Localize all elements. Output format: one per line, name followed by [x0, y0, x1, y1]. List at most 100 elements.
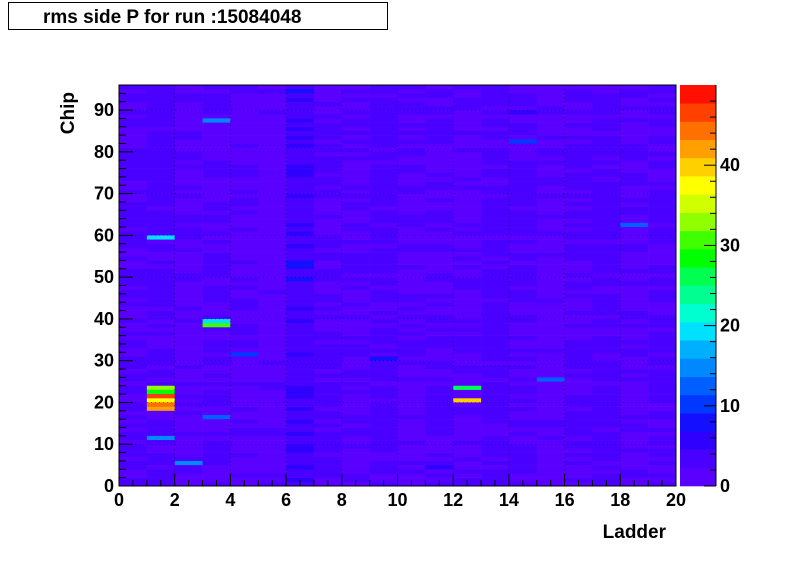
heatmap-cell [508, 256, 538, 261]
heatmap-cell [481, 323, 510, 328]
heatmap-cell [341, 93, 370, 98]
heatmap-cell [174, 419, 203, 424]
heatmap-cell [425, 247, 454, 253]
heatmap-cell [258, 147, 287, 153]
heatmap-cell [536, 414, 565, 420]
heatmap-cell [481, 122, 510, 128]
heatmap-cell [425, 310, 454, 316]
heatmap-cell [620, 201, 649, 207]
heatmap-cell [453, 281, 482, 286]
heatmap-cell [341, 130, 370, 136]
heatmap-cell [564, 156, 593, 161]
heatmap-cell [146, 243, 175, 249]
heatmap-cell [286, 427, 315, 432]
heatmap-cell [453, 431, 482, 437]
heatmap-cell [146, 423, 175, 428]
heatmap-cell [119, 139, 148, 144]
heatmap-cell [286, 210, 315, 215]
heatmap-cell [564, 247, 593, 253]
palette-swatch [680, 249, 716, 268]
heatmap-cell [453, 264, 482, 270]
heatmap-cell [592, 477, 621, 483]
heatmap-cell [648, 256, 677, 261]
heatmap-cell [564, 122, 593, 128]
heatmap-cell [286, 352, 315, 357]
heatmap-cell [119, 247, 148, 253]
heatmap-cell [202, 164, 231, 169]
heatmap-cell [119, 114, 148, 119]
heatmap-cell [230, 385, 259, 391]
heatmap-cell [313, 335, 343, 341]
heatmap-cell [341, 227, 370, 232]
heatmap-cell [536, 293, 565, 299]
heatmap-cell [508, 389, 538, 395]
heatmap-cell [536, 218, 565, 224]
heatmap-cell [341, 289, 370, 295]
heatmap-cell [286, 105, 315, 111]
heatmap-cell [341, 389, 370, 395]
heatmap-cell [258, 431, 287, 437]
heatmap-cell [592, 231, 621, 236]
heatmap-cell [564, 135, 593, 140]
heatmap-cell [620, 176, 649, 182]
heatmap-cell [369, 260, 398, 265]
heatmap-cell [230, 260, 259, 265]
heatmap-cell [592, 218, 621, 224]
heatmap-cell [202, 235, 231, 240]
heatmap-cell [146, 293, 175, 299]
heatmap-cell [453, 377, 482, 382]
heatmap-cell [425, 235, 454, 240]
heatmap-cell [174, 394, 203, 399]
heatmap-cell [230, 369, 259, 374]
heatmap-cell [536, 118, 565, 123]
heatmap-cell [592, 285, 621, 290]
heatmap-cell [258, 264, 287, 270]
z-tick-label: 40 [720, 155, 740, 175]
heatmap-cell [230, 268, 259, 274]
heatmap-cell [174, 285, 203, 290]
heatmap-cell [202, 110, 231, 115]
heatmap-cell [341, 381, 370, 387]
heatmap-cell [202, 410, 231, 416]
heatmap-cell [620, 469, 649, 474]
heatmap-cell [648, 247, 677, 253]
heatmap-cell [313, 385, 343, 391]
heatmap-cell [313, 227, 343, 232]
heatmap-cell [648, 385, 677, 391]
heatmap-cell [620, 268, 649, 274]
heatmap-cell [453, 101, 482, 107]
heatmap-cell [592, 252, 621, 257]
heatmap-cell [508, 402, 538, 407]
heatmap-cell [481, 406, 510, 412]
heatmap-cell [481, 414, 510, 420]
heatmap-cell [508, 147, 538, 153]
heatmap-cell [453, 243, 482, 249]
heatmap-cell [341, 356, 370, 361]
heatmap-cell [119, 373, 148, 378]
heatmap-cell [620, 168, 649, 174]
heatmap-cell [146, 185, 175, 190]
heatmap-cell [313, 130, 343, 136]
heatmap-cell [369, 477, 398, 483]
heatmap-cell [174, 206, 203, 211]
heatmap-cell [481, 214, 510, 219]
heatmap-cell [230, 318, 259, 324]
heatmap-cell [648, 122, 677, 128]
heatmap-cell [369, 373, 398, 378]
heatmap-cell [230, 197, 259, 203]
heatmap-cell [481, 110, 510, 115]
heatmap-cell [146, 356, 175, 361]
heatmap-cell [341, 456, 370, 462]
heatmap-cell [258, 414, 287, 420]
heatmap-cell [341, 210, 370, 215]
heatmap-cell [648, 335, 677, 341]
heatmap-cell [648, 394, 677, 399]
heatmap-cell [230, 118, 259, 123]
heatmap-cell [258, 298, 287, 303]
x-axis-title: Ladder [603, 522, 667, 543]
heatmap-cell [174, 185, 203, 190]
heatmap-cell [564, 343, 593, 349]
heatmap-cell [202, 197, 231, 203]
heatmap-cell [592, 160, 621, 165]
heatmap-cell [286, 256, 315, 261]
